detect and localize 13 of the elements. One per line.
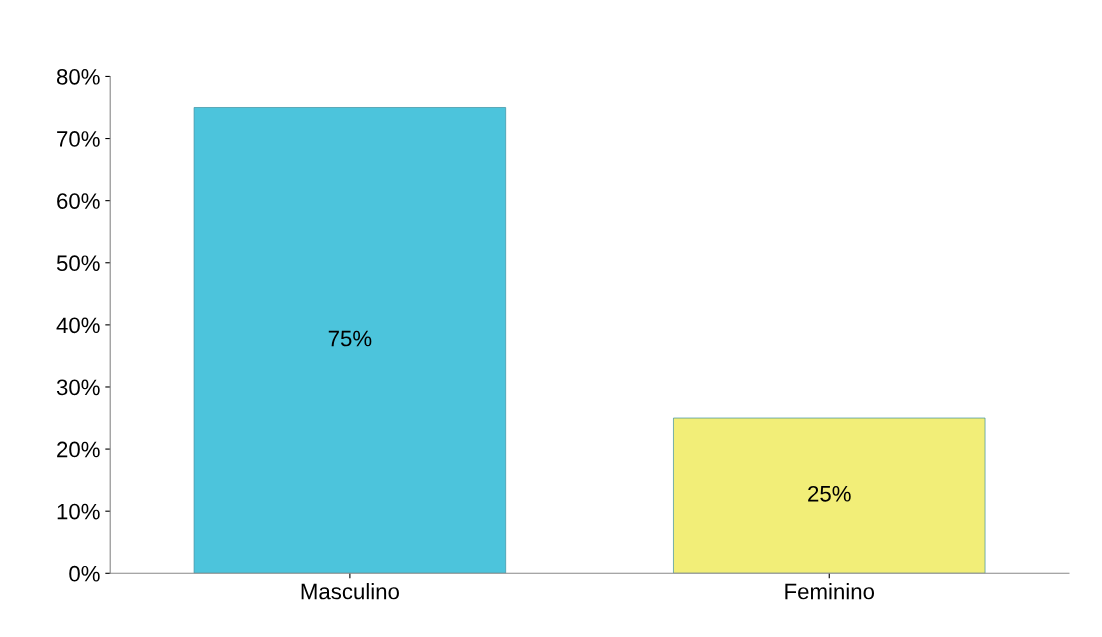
y-tick-label: 50% xyxy=(56,255,100,272)
y-tick-label: 20% xyxy=(57,441,100,458)
y-tick-label: 70% xyxy=(57,131,100,147)
y-tick-label: 40% xyxy=(56,317,100,334)
data-label: 75% xyxy=(328,330,372,347)
x-tick-label: Masculino xyxy=(301,583,399,600)
y-tick-label: 10% xyxy=(57,503,100,520)
y-tick-label: 60% xyxy=(57,193,100,209)
x-tick-label: Feminino xyxy=(785,583,875,600)
data-label: 25% xyxy=(808,485,851,502)
y-tick-label: 0% xyxy=(69,565,100,582)
y-tick-label: 30% xyxy=(56,379,100,396)
y-tick-label: 80% xyxy=(56,68,100,85)
